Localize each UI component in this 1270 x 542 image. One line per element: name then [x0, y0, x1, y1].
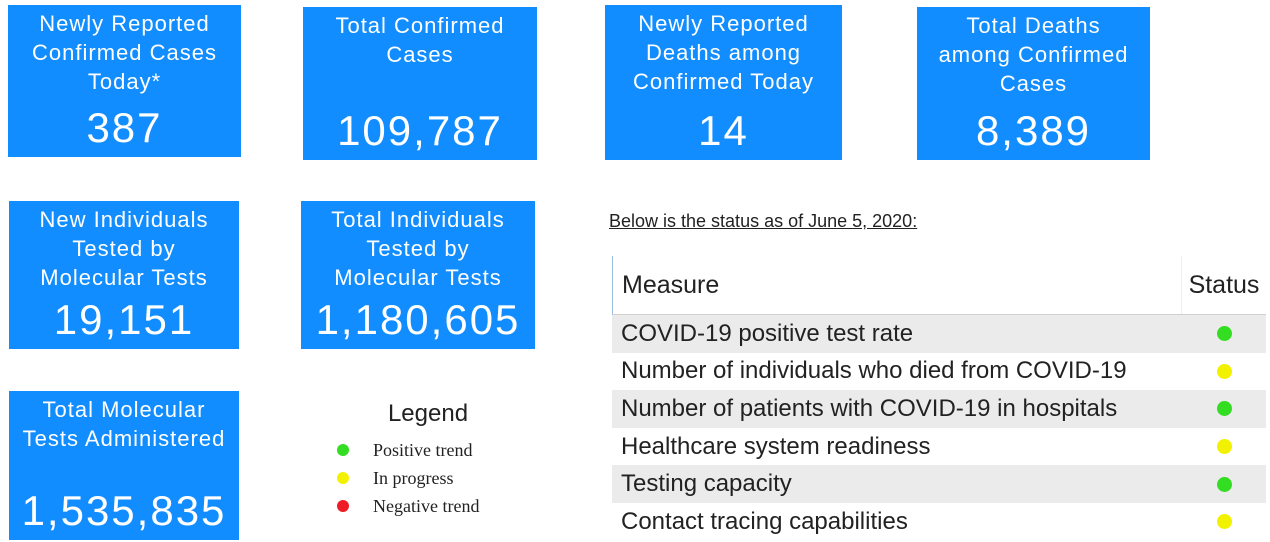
measure-cell: Number of patients with COVID-19 in hosp…	[621, 394, 1118, 422]
kpi-tile: Total Deaths among Confirmed Cases 8,389	[917, 7, 1150, 160]
table-row: Healthcare system readiness	[612, 428, 1266, 466]
status-dot	[1216, 514, 1232, 530]
legend: Legend Positive trend In progress Negative…	[330, 400, 530, 520]
legend-dot	[337, 444, 349, 456]
status-table: Measure Status COVID-19 positive test ra…	[612, 256, 1266, 541]
table-body: COVID-19 positive test rate Number of ind…	[612, 315, 1266, 541]
header-cell: Measure	[622, 270, 720, 299]
kpi-value: 8,389	[975, 107, 1092, 154]
status-caption: Below is the status as of June 5, 2020:	[609, 211, 918, 231]
kpi-value: 19,151	[53, 296, 195, 343]
table-header: Measure Status	[612, 256, 1266, 315]
status-dot	[1216, 401, 1232, 417]
legend-label: Negative trend	[373, 495, 480, 516]
legend-item: Positive trend	[330, 436, 530, 464]
kpi-title: Newly Reported Deaths among Confirmed To…	[633, 11, 814, 94]
kpi-value: 1,180,605	[315, 296, 521, 343]
table-row: Contact tracing capabilities	[612, 503, 1266, 541]
table-row: Number of patients with COVID-19 in hosp…	[612, 390, 1266, 428]
status-cell	[1182, 514, 1266, 530]
status-dot	[1216, 476, 1232, 492]
header-cell: Status	[1181, 256, 1266, 314]
legend-dot	[337, 500, 349, 512]
kpi-tile: Newly Reported Confirmed Cases Today* 387	[8, 5, 241, 157]
kpi-title: Total Molecular Tests Administered	[22, 397, 226, 451]
kpi-tile: Total Molecular Tests Administered 1,535,…	[9, 391, 239, 540]
kpi-value: 387	[86, 104, 163, 151]
table-row: COVID-19 positive test rate	[612, 315, 1266, 353]
table-row: Testing capacity	[612, 465, 1266, 503]
kpi-tile: Total Confirmed Cases 109,787	[303, 7, 537, 160]
status-cell	[1182, 439, 1266, 455]
kpi-title: Total Deaths among Confirmed Cases	[938, 13, 1129, 96]
measure-cell: Contact tracing capabilities	[621, 507, 908, 535]
measure-cell: Testing capacity	[621, 470, 792, 498]
legend-item: In progress	[330, 464, 530, 492]
legend-label: Positive trend	[373, 439, 473, 460]
kpi-tile: Total Individuals Tested by Molecular Te…	[301, 201, 535, 349]
status-cell	[1182, 476, 1266, 492]
status-cell	[1182, 326, 1266, 342]
kpi-value: 109,787	[337, 107, 503, 154]
kpi-value: 14	[698, 107, 749, 154]
status-dot	[1216, 326, 1232, 342]
legend-dot	[337, 472, 349, 484]
measure-cell: Healthcare system readiness	[621, 432, 931, 460]
measure-cell: COVID-19 positive test rate	[621, 319, 914, 347]
legend-title: Legend	[387, 400, 469, 427]
kpi-tile: Newly Reported Deaths among Confirmed To…	[605, 5, 842, 160]
legend-item: Negative trend	[330, 492, 530, 520]
kpi-title: New Individuals Tested by Molecular Test…	[39, 207, 209, 290]
table-row: Number of individuals who died from COVI…	[612, 353, 1266, 391]
status-cell	[1182, 401, 1266, 417]
status-cell	[1182, 363, 1266, 379]
kpi-title: Newly Reported Confirmed Cases Today*	[32, 11, 217, 94]
kpi-title: Total Confirmed Cases	[335, 13, 505, 67]
kpi-value: 1,535,835	[21, 487, 227, 534]
status-dot	[1216, 363, 1232, 379]
status-dot	[1216, 439, 1232, 455]
measure-cell: Number of individuals who died from COVI…	[621, 357, 1127, 385]
legend-label: In progress	[373, 467, 454, 488]
kpi-title: Total Individuals Tested by Molecular Te…	[331, 207, 505, 290]
kpi-tile: New Individuals Tested by Molecular Test…	[9, 201, 239, 349]
